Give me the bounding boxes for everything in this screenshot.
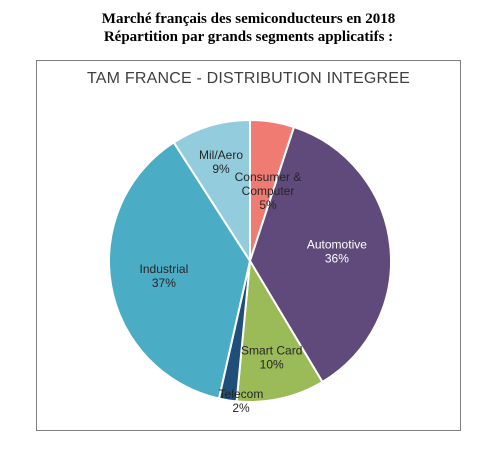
document-title-line-2: Répartition par grands segments applicat… bbox=[103, 29, 394, 45]
pie-label-0: Consumer & Computer 5% bbox=[235, 170, 302, 212]
chart-title: TAM FRANCE - DISTRIBUTION INTEGREE bbox=[87, 70, 410, 87]
pie-label-name: Mil/Aero bbox=[199, 148, 243, 162]
pie-label-value: 9% bbox=[212, 162, 230, 176]
pie-chart: Consumer & Computer 5%Automotive 36%Smart C… bbox=[108, 118, 393, 415]
pie-slice-5 bbox=[172, 118, 251, 265]
document-title-line-1: Marché français des semiconducteurs en 2… bbox=[101, 11, 396, 27]
pie-label-5: Mil/Aero 9% bbox=[199, 148, 243, 176]
pie-label-3: Telecom 2% bbox=[219, 387, 264, 415]
pie-slice-2 bbox=[235, 257, 324, 403]
pie-label-name: Automotive bbox=[307, 237, 367, 251]
pie-label-name: Smart Card bbox=[241, 343, 302, 357]
pie-label-name: Consumer & bbox=[235, 170, 302, 184]
pie-label-value: 2% bbox=[232, 401, 250, 415]
pie-label-value: 10% bbox=[260, 357, 284, 371]
pie-label-4: Industrial 37% bbox=[140, 262, 189, 290]
chart-frame: TAM FRANCE - DISTRIBUTION INTEGREE Consu… bbox=[36, 60, 461, 431]
pie-label-name: Telecom bbox=[219, 387, 264, 401]
pie-label-name: Computer bbox=[242, 184, 295, 198]
pie-slices bbox=[108, 118, 393, 403]
pie-label-name: Industrial bbox=[140, 262, 189, 276]
pie-label-value: 36% bbox=[325, 251, 349, 265]
pie-label-1: Automotive 36% bbox=[307, 237, 367, 265]
pie-label-value: 37% bbox=[152, 276, 176, 290]
pie-label-value: 5% bbox=[259, 198, 277, 212]
pie-label-2: Smart Card 10% bbox=[241, 343, 302, 371]
pie-labels: Consumer & Computer 5%Automotive 36%Smart C… bbox=[140, 148, 368, 415]
